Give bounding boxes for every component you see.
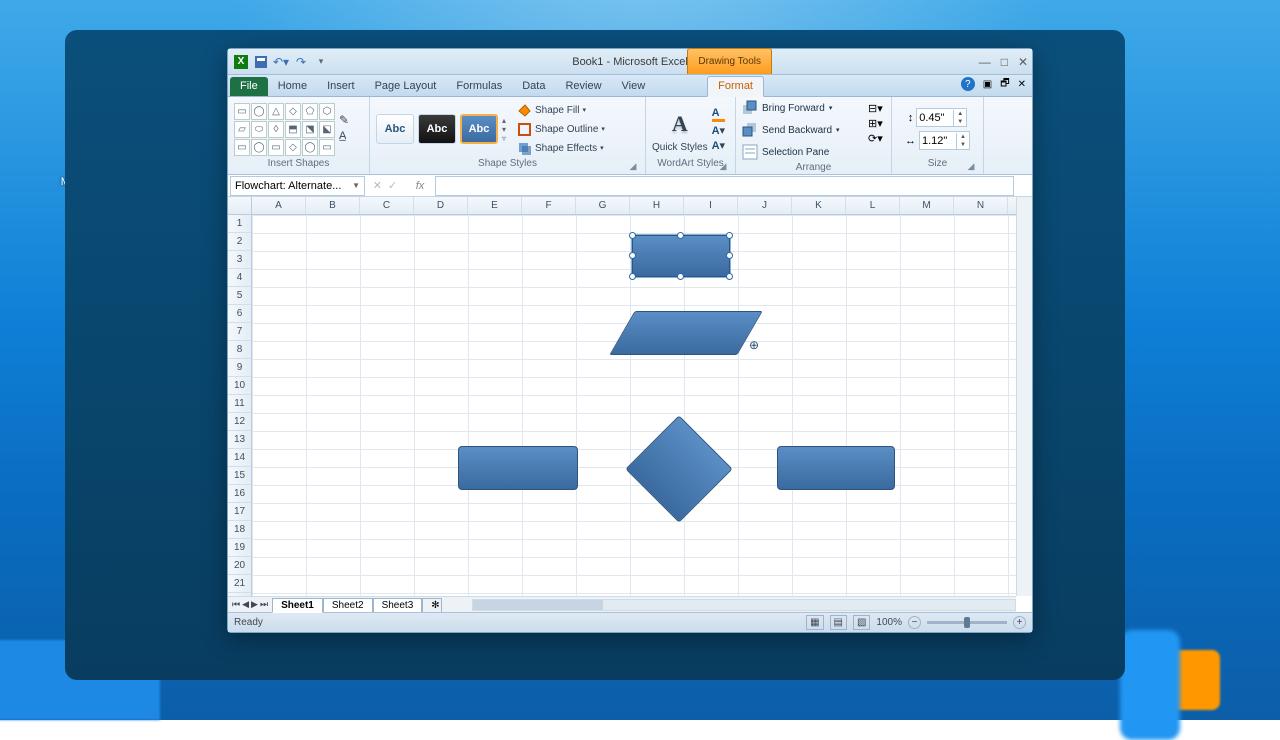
sheet-tab-sheet1[interactable]: Sheet1 <box>272 598 323 613</box>
vertical-scrollbar[interactable] <box>1016 197 1032 596</box>
excel-window: ↶▾ ↷ ▾ Book1 - Microsoft Excel Drawing T… <box>227 48 1033 633</box>
view-normal-icon[interactable]: ▦ <box>806 615 823 630</box>
zoom-slider[interactable] <box>927 621 1007 624</box>
select-all-corner[interactable] <box>228 197 252 215</box>
wordart-quick-styles[interactable]: A Quick Styles <box>652 106 708 153</box>
status-bar: Ready ▦ ▤ ▧ 100% − + <box>228 612 1032 632</box>
sheet-nav-next-icon[interactable]: ▶ <box>251 599 258 610</box>
name-fx-bar: Flowchart: Alternate... ▼ ✕ ✓ fx <box>228 175 1032 197</box>
ribbon-format: ▭◯△◇⬠⬡ ▱⬭◊⬒⬔⬕ ▭◯▭◇◯▭ ✎ A̲ Insert Shapes … <box>228 97 1032 175</box>
view-page-break-icon[interactable]: ▧ <box>853 615 870 630</box>
wordart-launcher-icon[interactable]: ◢ <box>717 161 729 173</box>
rotate-icon[interactable]: ⟳▾ <box>868 132 883 145</box>
workbook-close-icon[interactable]: ✕ <box>1018 79 1026 90</box>
shape-styles-more-icon[interactable]: ▴▾▿ <box>502 116 506 143</box>
group-arrange-label: Arrange <box>742 162 885 173</box>
flowchart-process-right[interactable] <box>777 446 895 490</box>
tab-review[interactable]: Review <box>555 77 611 96</box>
edit-shape-icon[interactable]: ✎ <box>339 113 354 128</box>
text-fill-icon[interactable]: A <box>712 107 725 122</box>
close-button[interactable]: ✕ <box>1018 55 1028 69</box>
view-page-layout-icon[interactable]: ▤ <box>830 615 847 630</box>
sheet-nav-last-icon[interactable]: ⏭ <box>260 599 268 610</box>
qat-save-icon[interactable] <box>254 55 268 69</box>
size-launcher-icon[interactable]: ◢ <box>965 161 977 173</box>
sheet-tab-bar: ⏮ ◀ ▶ ⏭ Sheet1 Sheet2 Sheet3 ✻ <box>228 596 1016 612</box>
row-headers[interactable]: 123456789101112131415161718192021 <box>228 215 252 596</box>
flowchart-alternate-process-selected[interactable] <box>632 235 730 277</box>
name-box-dropdown-icon[interactable]: ▼ <box>352 181 360 190</box>
ribbon-tabs: File Home Insert Page Layout Formulas Da… <box>228 75 1032 97</box>
tab-file[interactable]: File <box>230 77 268 96</box>
text-effects-icon[interactable]: A▾ <box>712 139 725 152</box>
status-ready: Ready <box>234 617 263 628</box>
ribbon-restore-icon[interactable]: 🗗 <box>1000 76 1009 93</box>
shape-style-thumb-2[interactable]: Abc <box>418 114 456 144</box>
cell-cursor-icon: ⊕ <box>749 338 759 352</box>
formula-bar[interactable] <box>435 176 1014 196</box>
column-headers[interactable]: ABCDEFGHIJKLMN <box>252 197 1016 215</box>
flowchart-data-parallelogram[interactable] <box>609 311 762 355</box>
group-shape-styles-label: Shape Styles <box>478 158 537 169</box>
shape-style-thumb-3[interactable]: Abc <box>460 114 498 144</box>
zoom-out-button[interactable]: − <box>908 616 921 629</box>
tab-home[interactable]: Home <box>268 77 317 96</box>
maximize-button[interactable]: □ <box>1001 55 1008 69</box>
group-icon[interactable]: ⊞▾ <box>868 117 883 130</box>
ribbon-minimize-icon[interactable]: ▣ <box>983 79 992 90</box>
align-icon[interactable]: ⊟▾ <box>868 102 883 115</box>
name-box-value: Flowchart: Alternate... <box>235 180 341 192</box>
flowchart-process-left[interactable] <box>458 446 578 490</box>
tab-view[interactable]: View <box>612 77 656 96</box>
tab-formulas[interactable]: Formulas <box>446 77 512 96</box>
help-icon[interactable]: ? <box>961 77 975 91</box>
text-outline-icon[interactable]: A▾ <box>712 124 725 137</box>
shape-width-input[interactable]: ▲▼ <box>919 131 970 150</box>
height-icon: ↕ <box>908 112 914 124</box>
shape-style-thumb-1[interactable]: Abc <box>376 114 414 144</box>
sheet-nav-prev-icon[interactable]: ◀ <box>242 599 249 610</box>
cell-grid[interactable]: ⊕ <box>252 215 1016 596</box>
shape-effects-button[interactable]: Shape Effects▾ <box>514 140 608 157</box>
titlebar: ↶▾ ↷ ▾ Book1 - Microsoft Excel Drawing T… <box>228 49 1032 75</box>
fx-icon[interactable]: fx <box>405 180 435 192</box>
name-box[interactable]: Flowchart: Alternate... ▼ <box>230 176 365 196</box>
horizontal-scrollbar[interactable] <box>472 599 1016 611</box>
minimize-button[interactable]: — <box>979 55 991 69</box>
group-size-label: Size <box>928 158 947 169</box>
group-insert-shapes-label: Insert Shapes <box>234 158 363 173</box>
excel-icon <box>234 55 248 69</box>
sheet-nav-first-icon[interactable]: ⏮ <box>232 599 240 610</box>
shape-styles-launcher-icon[interactable]: ◢ <box>627 161 639 173</box>
qat-customize-icon[interactable]: ▾ <box>314 55 328 69</box>
qat-undo-icon[interactable]: ↶▾ <box>274 55 288 69</box>
window-title: Book1 - Microsoft Excel <box>572 56 688 68</box>
tab-format[interactable]: Format <box>707 76 764 97</box>
bring-forward-button[interactable]: Bring Forward▾ <box>742 100 885 116</box>
cancel-fx-icon: ✕ <box>373 179 382 192</box>
shape-fill-button[interactable]: Shape Fill▾ <box>514 102 608 119</box>
worksheet-area: ABCDEFGHIJKLMN 1234567891011121314151617… <box>228 197 1032 612</box>
tab-page-layout[interactable]: Page Layout <box>365 77 447 96</box>
width-icon: ↔ <box>905 135 916 147</box>
insert-shapes-gallery[interactable]: ▭◯△◇⬠⬡ ▱⬭◊⬒⬔⬕ ▭◯▭◇◯▭ <box>234 103 335 156</box>
tab-data[interactable]: Data <box>512 77 555 96</box>
selection-pane-button[interactable]: Selection Pane <box>742 144 885 160</box>
sheet-tab-sheet3[interactable]: Sheet3 <box>373 598 423 612</box>
text-box-icon[interactable]: A̲ <box>339 130 354 145</box>
shape-outline-button[interactable]: Shape Outline▾ <box>514 121 608 138</box>
quick-access-toolbar: ↶▾ ↷ ▾ <box>228 55 328 69</box>
group-wordart-label: WordArt Styles <box>657 158 724 169</box>
enter-fx-icon: ✓ <box>388 179 397 192</box>
qat-redo-icon[interactable]: ↷ <box>294 55 308 69</box>
sheet-tab-sheet2[interactable]: Sheet2 <box>323 598 373 612</box>
ribbon-help-controls: ? ▣ 🗗 ✕ <box>961 75 1026 93</box>
new-sheet-button[interactable]: ✻ <box>422 598 442 612</box>
zoom-in-button[interactable]: + <box>1013 616 1026 629</box>
contextual-tab-drawing-tools: Drawing Tools <box>687 48 772 74</box>
zoom-level[interactable]: 100% <box>876 617 902 628</box>
tab-insert[interactable]: Insert <box>317 77 365 96</box>
send-backward-button[interactable]: Send Backward▾ <box>742 122 885 138</box>
shape-height-input[interactable]: ▲▼ <box>916 108 967 127</box>
